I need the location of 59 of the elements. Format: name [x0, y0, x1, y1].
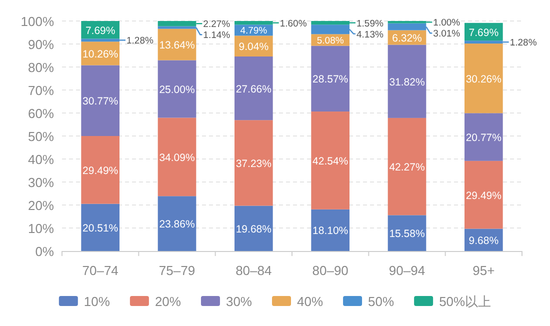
- y-tick-label: 100%: [20, 14, 54, 29]
- data-label: 5.08%: [316, 35, 344, 46]
- data-label: 18.10%: [312, 225, 348, 238]
- data-label: 30.77%: [82, 96, 118, 108]
- data-label: 20.77%: [466, 132, 502, 144]
- data-label: 23.86%: [159, 218, 195, 231]
- data-label: 6.32%: [392, 32, 422, 44]
- x-tick-label: 75–79: [158, 263, 196, 278]
- data-label: 20.51%: [82, 222, 118, 234]
- data-label: 29.49%: [82, 164, 118, 177]
- data-label: 1.28%: [126, 36, 154, 47]
- data-label: 28.57%: [312, 74, 348, 86]
- data-label: 1.14%: [203, 30, 231, 42]
- y-tick-label: 80%: [28, 60, 54, 75]
- data-label: 27.66%: [236, 83, 272, 96]
- data-label: 9.68%: [468, 234, 499, 247]
- legend-label: 10%: [84, 294, 110, 309]
- legend-label: 50%: [368, 294, 394, 309]
- data-label: 13.64%: [159, 40, 195, 52]
- data-label: 1.59%: [356, 18, 384, 30]
- y-tick-label: 30%: [28, 175, 54, 190]
- x-tick-label: 90–94: [388, 263, 426, 278]
- data-label: 34.09%: [159, 152, 195, 164]
- data-label: 37.23%: [236, 158, 272, 170]
- x-tick-label: 80–84: [236, 263, 272, 278]
- data-label: 4.13%: [356, 29, 384, 40]
- data-label: 7.69%: [468, 26, 499, 39]
- data-label: 15.58%: [389, 228, 425, 240]
- data-label: 25.00%: [159, 84, 195, 96]
- y-tick-label: 0%: [35, 244, 54, 259]
- data-label: 31.82%: [389, 76, 425, 88]
- y-tick-label: 20%: [28, 198, 54, 213]
- data-label: 30.26%: [466, 73, 502, 86]
- data-label: 2.27%: [203, 19, 231, 30]
- y-tick-label: 10%: [28, 221, 54, 236]
- data-label: 10.26%: [82, 48, 118, 60]
- legend-label: 50%以上: [439, 294, 492, 309]
- data-label: 19.68%: [236, 223, 272, 236]
- legend-label: 40%: [297, 294, 324, 309]
- data-label: 9.04%: [238, 41, 269, 54]
- x-tick-label: 70–74: [82, 263, 118, 278]
- data-label: 4.79%: [240, 25, 268, 36]
- data-label: 42.27%: [389, 162, 425, 174]
- data-label: 1.00%: [433, 18, 461, 29]
- data-label: 7.69%: [85, 24, 116, 37]
- data-label: 1.60%: [280, 18, 308, 30]
- data-label: 29.49%: [466, 190, 502, 202]
- y-tick-label: 70%: [28, 83, 54, 98]
- y-tick-label: 40%: [28, 152, 54, 167]
- x-tick-label: 95+: [472, 263, 495, 278]
- data-label: 3.01%: [433, 28, 461, 40]
- y-tick-label: 50%: [28, 129, 54, 144]
- y-tick-label: 60%: [28, 106, 54, 121]
- legend-label: 20%: [154, 294, 182, 309]
- data-label: 42.54%: [312, 155, 348, 168]
- y-tick-label: 90%: [28, 37, 54, 52]
- x-tick-label: 80–90: [312, 263, 348, 278]
- data-label: 1.28%: [510, 38, 538, 49]
- legend-label: 30%: [226, 294, 252, 309]
